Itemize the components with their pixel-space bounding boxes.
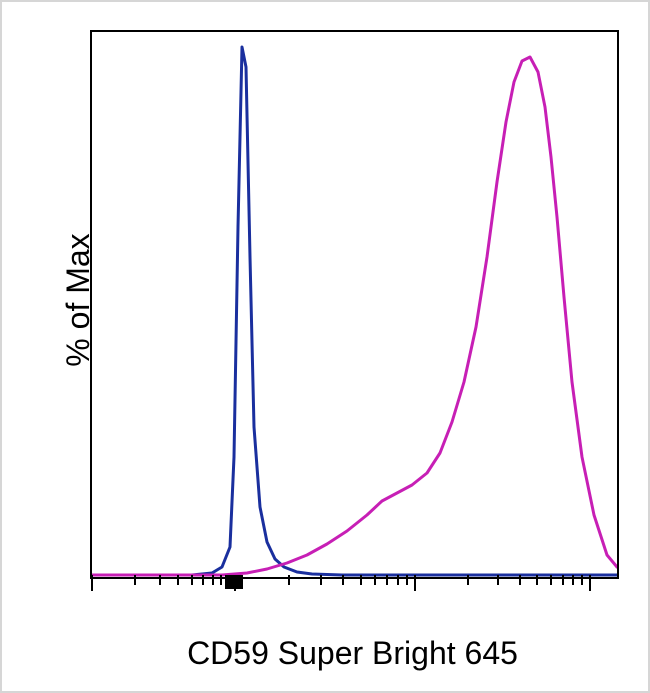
x-tick-major <box>589 575 591 591</box>
series-stained <box>92 57 617 575</box>
x-tick-minor <box>360 575 362 585</box>
figure-container: % of Max CD59 Super Bright 645 <box>0 0 650 693</box>
x-tick-minor <box>550 575 552 585</box>
x-tick-minor <box>519 575 521 585</box>
x-tick-minor <box>342 575 344 585</box>
x-tick-major <box>91 575 93 591</box>
x-tick-minor <box>288 575 290 585</box>
x-tick-minor <box>406 575 408 585</box>
x-tick-minor <box>159 575 161 585</box>
x-axis-label: CD59 Super Bright 645 <box>90 635 615 672</box>
x-tick-minor <box>386 575 388 585</box>
x-tick-minor <box>497 575 499 585</box>
x-tick-minor <box>320 575 322 585</box>
x-tick-minor <box>220 575 222 585</box>
x-tick-minor <box>572 575 574 585</box>
x-tick-major <box>414 575 416 591</box>
x-tick-minor <box>177 575 179 585</box>
x-tick-dense <box>225 575 243 589</box>
x-tick-minor <box>397 575 399 585</box>
series-control <box>92 47 617 575</box>
x-tick-minor <box>374 575 376 585</box>
x-tick-minor <box>581 575 583 585</box>
x-tick-minor <box>212 575 214 585</box>
plot-svg <box>92 32 617 577</box>
x-axis-ticks <box>90 575 615 605</box>
x-tick-minor <box>202 575 204 585</box>
plot-area <box>90 30 619 579</box>
x-tick-minor <box>536 575 538 585</box>
x-tick-minor <box>191 575 193 585</box>
x-tick-minor <box>562 575 564 585</box>
x-tick-minor <box>134 575 136 585</box>
x-tick-minor <box>467 575 469 585</box>
